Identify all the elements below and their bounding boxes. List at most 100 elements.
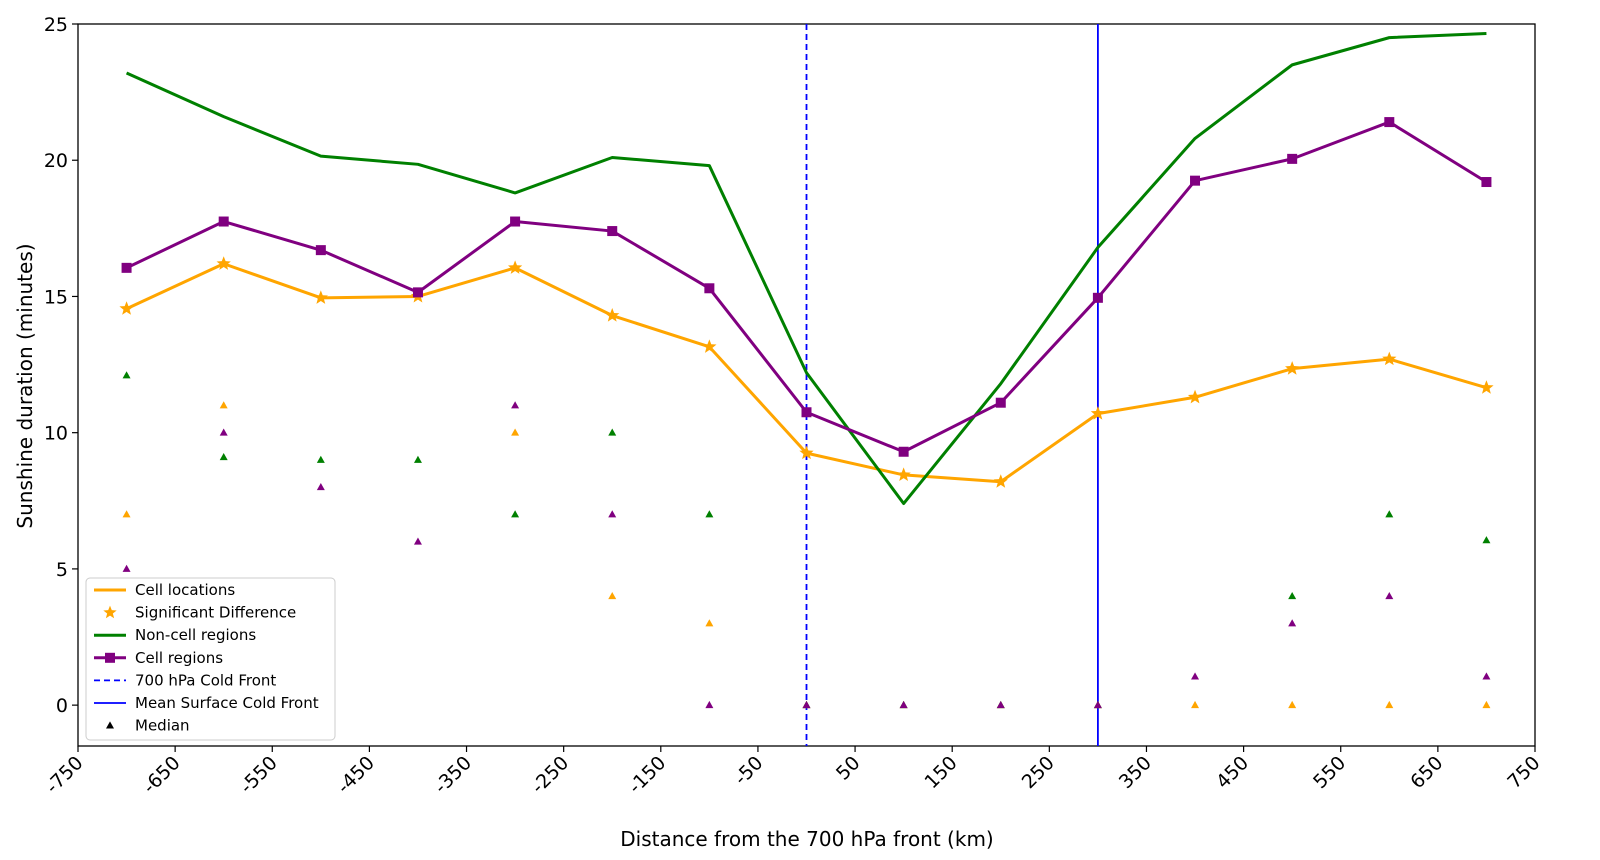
median-cell-regions-marker bbox=[1288, 619, 1297, 627]
median-non-cell-regions-marker bbox=[219, 453, 228, 461]
x-tick-label: 350 bbox=[1115, 752, 1156, 793]
legend-square-swatch bbox=[105, 652, 115, 663]
x-tick-label: -150 bbox=[624, 752, 670, 798]
median-cell-regions-marker bbox=[413, 537, 422, 545]
legend-label: Cell locations bbox=[135, 581, 235, 599]
y-tick-label: 10 bbox=[44, 423, 68, 445]
median-cell-regions-marker bbox=[316, 482, 325, 491]
median-cell-locations-marker bbox=[1482, 700, 1491, 709]
median-non-cell-regions-marker bbox=[1288, 591, 1297, 600]
legend-star-swatch bbox=[103, 605, 117, 619]
median-non-cell-regions-marker bbox=[413, 455, 422, 463]
cell-regions-point bbox=[801, 407, 812, 418]
x-tick-label: 250 bbox=[1018, 752, 1059, 793]
y-tick-label: 15 bbox=[44, 286, 68, 308]
x-axis-title: Distance from the 700 hPa front (km) bbox=[620, 827, 993, 851]
significant-difference-star bbox=[1382, 351, 1397, 366]
median-cell-regions-marker bbox=[1385, 591, 1394, 600]
x-tick-label: 650 bbox=[1406, 752, 1447, 793]
median-non-cell-regions-marker bbox=[316, 455, 325, 463]
median-cell-locations-marker bbox=[608, 591, 617, 600]
median-cell-regions-marker bbox=[219, 428, 228, 436]
significant-difference-star bbox=[896, 467, 911, 481]
legend-label: 700 hPa Cold Front bbox=[135, 671, 276, 689]
legend-box bbox=[85, 577, 336, 741]
cell-regions-point bbox=[607, 226, 618, 237]
median-cell-regions-marker bbox=[608, 510, 617, 518]
cell-regions-point bbox=[412, 287, 423, 298]
significant-difference-star bbox=[993, 474, 1008, 488]
median-cell-regions-marker bbox=[705, 700, 714, 709]
x-tick-label: -650 bbox=[139, 752, 185, 798]
x-tick-label: -250 bbox=[527, 752, 573, 798]
x-tick-label: 450 bbox=[1212, 752, 1253, 793]
median-cell-regions-marker bbox=[1093, 700, 1102, 709]
median-cell-regions-marker bbox=[511, 401, 520, 409]
significant-difference-star bbox=[702, 339, 717, 353]
significant-difference-star bbox=[1479, 380, 1494, 394]
significant-difference-star bbox=[605, 308, 620, 322]
x-tick-label: -750 bbox=[41, 752, 87, 798]
x-tick-label: -550 bbox=[236, 752, 282, 798]
cell-regions-point bbox=[995, 397, 1006, 408]
x-tick-label: -450 bbox=[333, 752, 379, 798]
median-cell-locations-marker bbox=[705, 619, 714, 627]
median-cell-regions-marker bbox=[899, 700, 908, 709]
legend: Cell locations Significant Difference Non-… bbox=[85, 577, 336, 741]
significant-difference-star bbox=[119, 301, 134, 315]
median-cell-locations-marker bbox=[1288, 700, 1297, 709]
legend-label: Mean Surface Cold Front bbox=[135, 694, 319, 712]
significant-difference-star bbox=[1285, 361, 1300, 375]
median-non-cell-regions-marker bbox=[511, 510, 520, 518]
median-cell-regions-marker bbox=[1191, 672, 1200, 680]
y-tick-label: 25 bbox=[44, 14, 68, 36]
cell-regions-point bbox=[1287, 153, 1298, 164]
cell-regions-point bbox=[704, 283, 715, 294]
cell-regions-point bbox=[315, 245, 326, 256]
legend-label: Non-cell regions bbox=[135, 626, 256, 644]
cell-regions-point bbox=[1092, 292, 1103, 303]
y-axis-title: Sunshine duration (minutes) bbox=[13, 243, 37, 528]
cell-regions-point bbox=[218, 216, 229, 227]
cell-regions-point bbox=[1384, 117, 1395, 128]
median-cell-locations-marker bbox=[1385, 700, 1394, 709]
median-cell-locations-marker bbox=[511, 428, 520, 436]
non-cell-regions-line bbox=[125, 32, 1487, 506]
significant-difference-star bbox=[799, 445, 814, 460]
median-cell-regions-marker bbox=[802, 700, 811, 709]
x-tick-label: 150 bbox=[921, 752, 962, 793]
significant-difference-star bbox=[216, 256, 231, 270]
median-cell-regions-marker bbox=[996, 700, 1005, 709]
x-tick-label: -50 bbox=[730, 752, 768, 790]
median-cell-locations-marker bbox=[219, 401, 228, 409]
cell-regions-point bbox=[510, 216, 521, 227]
median-non-cell-regions-marker bbox=[122, 371, 131, 379]
median-cell-locations-marker bbox=[1191, 700, 1200, 709]
significant-difference-star bbox=[1187, 389, 1203, 404]
cell-regions-point bbox=[898, 446, 909, 457]
legend-label: Median bbox=[135, 717, 190, 735]
x-tick-label: 550 bbox=[1309, 752, 1350, 793]
y-tick-label: 20 bbox=[44, 150, 68, 172]
significant-difference-star bbox=[1090, 406, 1106, 420]
legend-median-swatch bbox=[106, 721, 114, 729]
significant-difference-star bbox=[507, 260, 523, 274]
cell-regions-point bbox=[1481, 177, 1492, 188]
legend-label: Significant Difference bbox=[135, 604, 296, 622]
y-tick-label: 0 bbox=[56, 695, 68, 717]
y-tick-label: 5 bbox=[56, 559, 68, 581]
x-tick-label: -350 bbox=[430, 752, 476, 798]
significant-difference-star bbox=[313, 290, 328, 304]
median-cell-regions-marker bbox=[122, 564, 131, 572]
median-non-cell-regions-marker bbox=[608, 428, 617, 436]
x-tick-label: 50 bbox=[832, 752, 865, 785]
legend-label: Cell regions bbox=[135, 649, 223, 667]
cell-regions-point bbox=[121, 262, 132, 273]
median-non-cell-regions-marker bbox=[1482, 536, 1491, 544]
median-cell-locations-marker bbox=[122, 510, 131, 518]
median-non-cell-regions-marker bbox=[705, 510, 714, 518]
median-non-cell-regions-marker bbox=[1385, 510, 1394, 518]
x-tick-label: 750 bbox=[1503, 752, 1544, 793]
cell-regions-point bbox=[1190, 175, 1201, 186]
